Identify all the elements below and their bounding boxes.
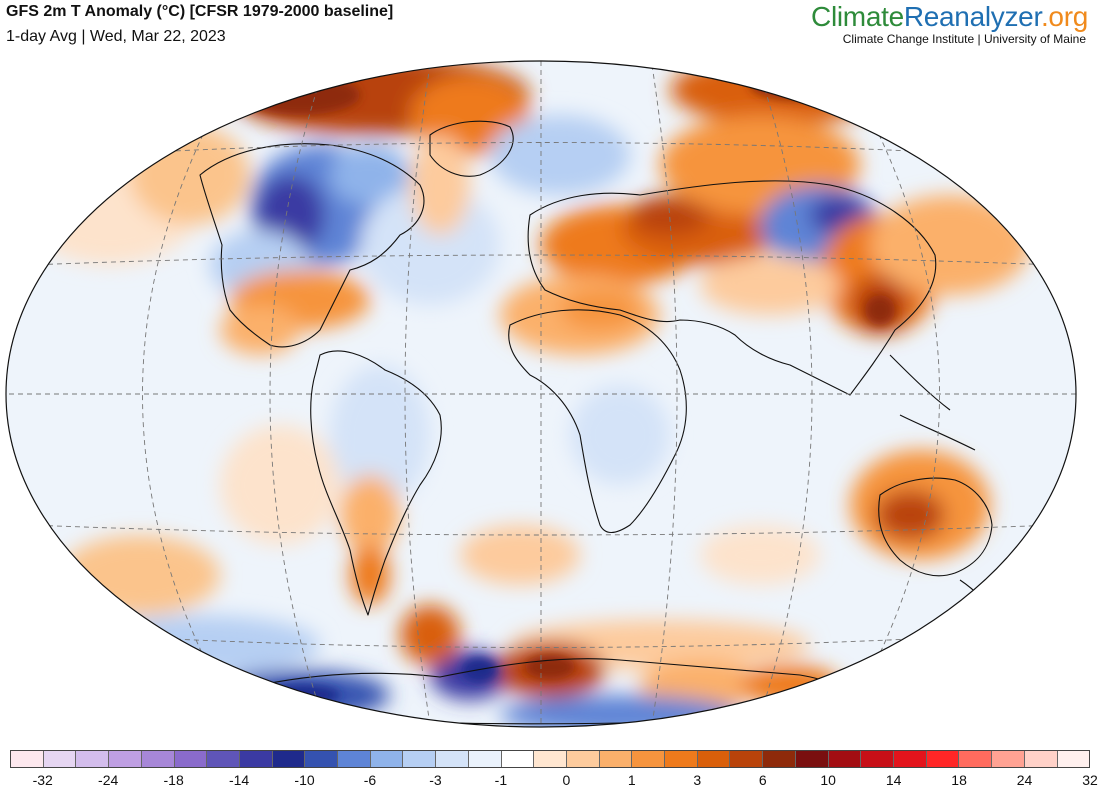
brand-logo-part-org: .org [1040,1,1088,32]
colorbar-tick-label: -32 [32,772,53,788]
colorbar-tick-label: 24 [1016,772,1033,788]
colorbar-swatch [207,751,240,767]
colorbar-tick-label: 14 [885,772,902,788]
colorbar-swatch [1024,751,1058,767]
map-subtitle: 1-day Avg | Wed, Mar 22, 2023 [6,28,226,45]
colorbar-tick-label: 0 [562,772,571,788]
colorbar-swatch [566,751,600,767]
colorbar-swatch [436,751,469,767]
colorbar-swatch [861,751,894,767]
colorbar-tick-label: 6 [758,772,767,788]
colorbar-tick-label: 18 [951,772,967,788]
colorbar-swatch [534,751,567,767]
colorbar-swatch [795,751,829,767]
brand-credit: Climate Change Institute | University of… [842,32,1086,46]
colorbar-swatch [174,751,208,767]
brand-logo[interactable]: ClimateReanalyzer.org [811,1,1088,33]
colorbar-swatch [730,751,764,767]
colorbar-swatch [893,751,927,767]
colorbar-swatch [665,751,698,767]
colorbar-swatch [338,751,371,767]
colorbar-swatch [763,751,796,767]
colorbar-swatch [370,751,404,767]
colorbar-ticks: -32 -24 -18 -14 -10 -6 -3 -1 0 1 3 6 10 14 18 24 32 [0,772,1100,792]
colorbar-tick-label: -18 [163,772,184,788]
map-title: GFS 2m T Anomaly (°C) [CFSR 1979-2000 ba… [6,3,394,20]
colorbar-swatch [501,751,535,767]
colorbar-tick-label: 10 [820,772,836,788]
brand-logo-part-reanalyzer: Reanalyzer [903,1,1041,32]
colorbar-tick-label: -14 [228,772,250,788]
globe-outline [5,60,1077,728]
world-anomaly-map [5,60,1077,728]
colorbar-tick-label: 3 [693,772,702,788]
colorbar-swatch [959,751,993,767]
colorbar-swatch [697,751,731,767]
colorbar-tick-label: 32 [1082,772,1098,788]
brand-logo-part-climate: Climate [811,1,904,32]
colorbar-tick-label: -24 [98,772,119,788]
colorbar-swatch [272,751,306,767]
colorbar-swatch [76,751,110,767]
colorbar-swatch [468,751,502,767]
colorbar-swatch [11,751,44,767]
colorbar-swatch [632,751,666,767]
colorbar-swatch [403,751,437,767]
colorbar-swatch [239,751,273,767]
colorbar-tick-label: -10 [294,772,315,788]
colorbar-tick-label: 1 [627,772,636,788]
colorbar [10,750,1090,768]
colorbar-swatch [992,751,1025,767]
colorbar-swatch [141,751,175,767]
colorbar-swatch [109,751,142,767]
colorbar-swatch [599,751,633,767]
colorbar-tick-label: -1 [494,772,508,788]
colorbar-swatch [305,751,339,767]
colorbar-swatch [1057,751,1090,767]
colorbar-tick-label: -6 [363,772,377,788]
colorbar-swatch [926,751,960,767]
graticule [6,61,1076,727]
colorbar-swatch [43,751,77,767]
colorbar-swatch [828,751,862,767]
colorbar-tick-label: -3 [429,772,442,788]
